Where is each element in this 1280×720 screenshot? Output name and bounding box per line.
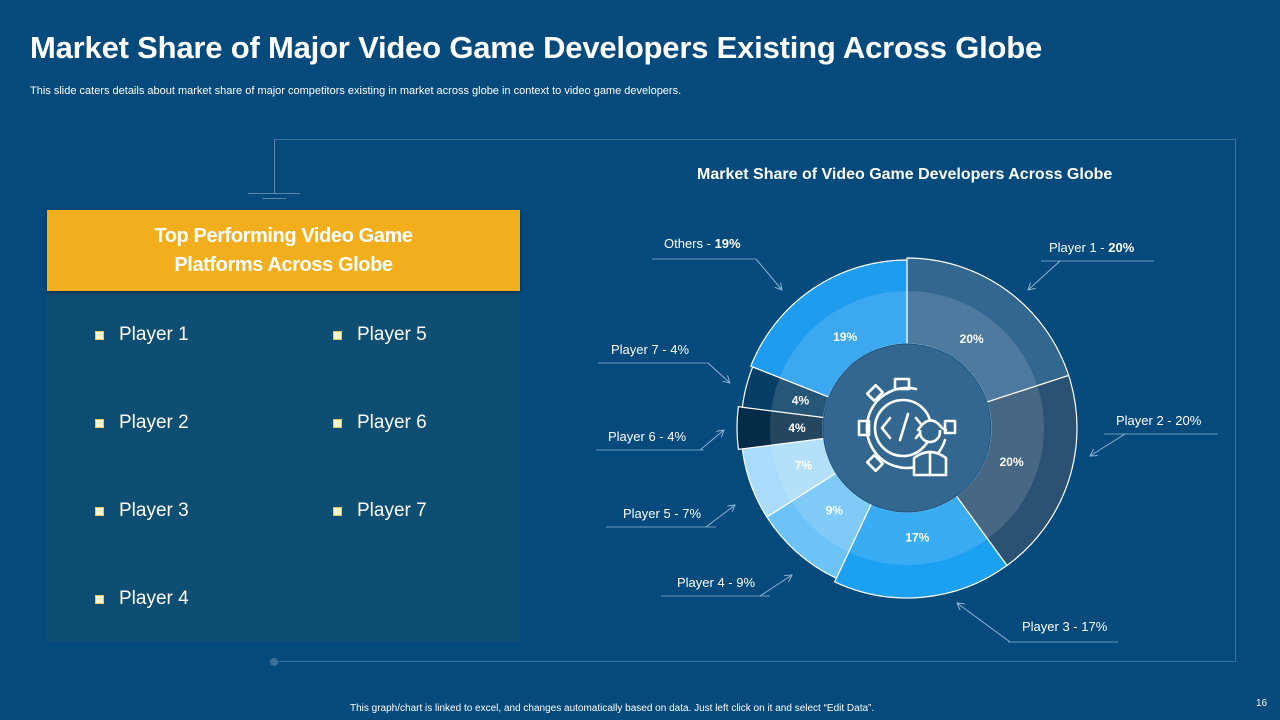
- callout-arrow-player-1: [1028, 260, 1061, 290]
- list-item-player-1: Player 1: [95, 324, 189, 346]
- slice-inner-band-others: [779, 291, 907, 398]
- platforms-panel-heading-text: Top Performing Video Game Platforms Acro…: [154, 224, 413, 276]
- chart-frame: [274, 139, 1236, 662]
- list-item-player-7: Player 7: [333, 500, 427, 522]
- slice-inner-band-player-4: [791, 473, 872, 552]
- callout-text-player-1: Player 1 -: [1049, 240, 1108, 255]
- callout-arrow-player-4: [759, 575, 792, 597]
- list-item-label: Player 7: [357, 500, 427, 521]
- footer-note: This graph/chart is linked to excel, and…: [350, 703, 875, 714]
- list-item-player-2: Player 2: [95, 412, 189, 434]
- list-item-label: Player 4: [119, 588, 189, 609]
- callout-text-others: Others -: [664, 236, 715, 251]
- bullet-square-icon: [95, 594, 104, 604]
- data-label-player-6: 4%: [788, 421, 806, 435]
- callout-text-player-4: Player 4 - 9%: [677, 575, 755, 590]
- data-label-player-2: 20%: [1000, 455, 1024, 469]
- data-label-others: 19%: [833, 330, 857, 344]
- page-title: Market Share of Major Video Game Develop…: [30, 30, 1043, 65]
- center-circle: [822, 343, 992, 513]
- slice-inner-band-player-6: [769, 410, 824, 446]
- callout-text-player-6: Player 6 - 4%: [608, 429, 686, 444]
- callout-arrow-others: [755, 258, 782, 290]
- list-item-player-6: Player 6: [333, 412, 427, 434]
- callout-arrow-player-3: [957, 603, 1011, 643]
- callout-label-others: Others - 19%: [664, 236, 741, 251]
- slice-inner-band-player-2: [956, 385, 1044, 539]
- slice-inner-band-player-5: [771, 438, 837, 502]
- callout-label-player-7: Player 7 - 4%: [611, 342, 689, 357]
- bullet-square-icon: [333, 506, 342, 516]
- callout-label-player-5: Player 5 - 7%: [623, 506, 701, 521]
- list-item-label: Player 3: [119, 500, 189, 521]
- platforms-panel-heading: Top Performing Video Game Platforms Acro…: [47, 210, 520, 291]
- chart-title: Market Share of Video Game Developers Ac…: [697, 166, 1113, 183]
- slice-inner-band-player-7: [771, 377, 829, 418]
- callout-label-player-6: Player 6 - 4%: [608, 429, 686, 444]
- callout-value-player-1: 20%: [1108, 240, 1134, 255]
- list-item-label: Player 2: [119, 412, 189, 433]
- frame-dot: [270, 658, 278, 666]
- list-item-label: Player 6: [357, 412, 427, 433]
- decor-line-short: [262, 198, 286, 199]
- callout-text-player-2: Player 2 - 20%: [1116, 413, 1202, 428]
- bullet-square-icon: [333, 330, 342, 340]
- page-subtitle: This slide caters details about market s…: [30, 85, 682, 97]
- list-item-player-3: Player 3: [95, 500, 189, 522]
- bullet-square-icon: [95, 506, 104, 516]
- callout-label-player-1: Player 1 - 20%: [1049, 240, 1135, 255]
- data-label-player-1: 20%: [960, 332, 984, 346]
- callout-text-player-3: Player 3 - 17%: [1022, 619, 1108, 634]
- list-item-player-4: Player 4: [95, 588, 189, 610]
- bullet-square-icon: [95, 330, 104, 340]
- data-label-player-7: 4%: [792, 394, 810, 408]
- callout-label-player-2: Player 2 - 20%: [1116, 413, 1202, 428]
- slice-inner-band-player-3: [848, 495, 988, 565]
- callout-arrow-player-7: [707, 362, 730, 383]
- slice-inner-band-player-1: [907, 291, 1038, 403]
- bullet-square-icon: [333, 418, 342, 428]
- bullet-square-icon: [95, 418, 104, 428]
- callout-text-player-7: Player 7 - 4%: [611, 342, 689, 357]
- callout-arrow-player-6: [699, 430, 724, 451]
- gear-developer-code-icon: [857, 377, 957, 477]
- callout-arrow-player-5: [705, 505, 735, 528]
- callout-label-player-4: Player 4 - 9%: [677, 575, 755, 590]
- decor-line-horizontal: [248, 193, 300, 194]
- data-label-player-3: 17%: [905, 531, 929, 545]
- list-item-label: Player 5: [357, 324, 427, 345]
- decor-line-vertical: [274, 139, 275, 194]
- list-item-player-5: Player 5: [333, 324, 427, 346]
- page-number: 16: [1256, 698, 1268, 709]
- callout-label-player-3: Player 3 - 17%: [1022, 619, 1108, 634]
- list-item-label: Player 1: [119, 324, 189, 345]
- data-label-player-4: 9%: [826, 504, 844, 518]
- callout-value-others: 19%: [715, 236, 741, 251]
- callout-text-player-5: Player 5 - 7%: [623, 506, 701, 521]
- callout-arrow-player-2: [1090, 433, 1126, 456]
- data-label-player-5: 7%: [795, 458, 813, 472]
